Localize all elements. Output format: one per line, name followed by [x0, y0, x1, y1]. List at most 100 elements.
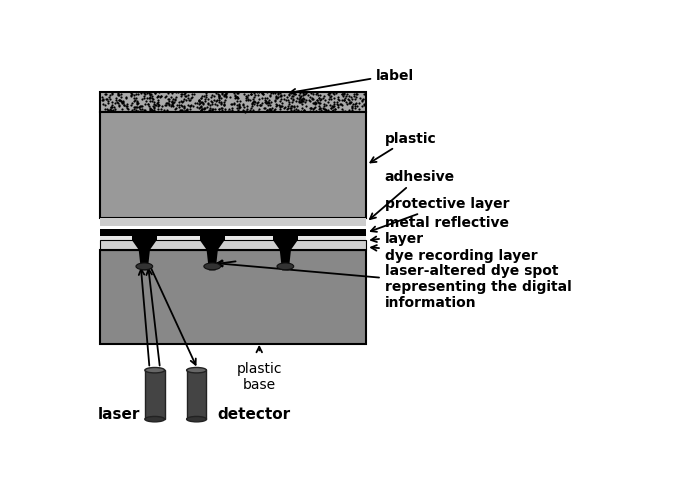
Point	[319, 106, 330, 114]
Point	[135, 103, 146, 111]
Point	[129, 98, 140, 106]
Point	[119, 102, 129, 110]
Point	[270, 94, 281, 102]
Point	[239, 91, 249, 99]
Point	[198, 106, 209, 114]
Point	[158, 107, 169, 115]
Point	[337, 102, 348, 110]
Point	[340, 93, 351, 101]
Point	[343, 107, 354, 115]
Point	[286, 103, 297, 111]
Point	[249, 101, 259, 108]
Point	[216, 100, 226, 107]
Point	[278, 105, 289, 113]
Point	[272, 102, 282, 109]
Point	[120, 103, 131, 111]
Point	[245, 91, 256, 99]
Point	[109, 104, 119, 112]
Point	[321, 107, 332, 115]
Point	[195, 107, 206, 115]
Point	[162, 90, 173, 98]
Point	[306, 90, 317, 98]
Point	[150, 90, 160, 98]
Point	[262, 89, 273, 97]
Point	[264, 93, 275, 101]
Point	[241, 108, 251, 116]
Point	[347, 96, 358, 104]
Point	[140, 101, 150, 109]
Point	[106, 108, 117, 116]
Ellipse shape	[145, 368, 164, 373]
Point	[278, 92, 289, 100]
Text: label: label	[290, 68, 414, 95]
Point	[224, 94, 235, 102]
Point	[251, 89, 262, 97]
Bar	[100, 92, 367, 113]
Point	[120, 93, 131, 101]
Point	[187, 102, 198, 110]
Point	[215, 105, 226, 113]
Point	[310, 101, 321, 109]
Point	[231, 98, 242, 105]
Point	[204, 102, 215, 109]
Point	[332, 94, 343, 102]
Point	[214, 93, 224, 101]
Point	[117, 106, 127, 114]
Point	[142, 90, 152, 98]
Point	[230, 93, 241, 101]
Point	[113, 89, 123, 97]
Bar	[100, 241, 367, 250]
Point	[207, 107, 218, 115]
Point	[329, 99, 340, 107]
Point	[254, 102, 265, 109]
Point	[307, 91, 318, 99]
Point	[114, 97, 125, 104]
Point	[146, 106, 157, 114]
Bar	[145, 370, 164, 419]
Point	[220, 90, 231, 98]
Point	[148, 108, 158, 116]
Ellipse shape	[136, 264, 153, 270]
Point	[307, 96, 318, 104]
Point	[105, 107, 116, 115]
Point	[328, 90, 338, 98]
Point	[204, 106, 215, 114]
Point	[168, 99, 179, 107]
Point	[244, 97, 255, 105]
Point	[246, 100, 257, 108]
Point	[103, 107, 114, 115]
Point	[259, 97, 270, 105]
Point	[339, 107, 350, 115]
Point	[118, 100, 129, 107]
Point	[189, 100, 200, 107]
Ellipse shape	[145, 417, 164, 422]
Bar	[100, 241, 367, 250]
Point	[281, 97, 292, 104]
Point	[106, 90, 117, 98]
Point	[273, 91, 284, 99]
Point	[330, 105, 340, 113]
Point	[114, 97, 125, 105]
Point	[233, 107, 243, 115]
Point	[144, 103, 154, 111]
Point	[324, 90, 335, 98]
Point	[356, 102, 367, 110]
Point	[257, 90, 268, 98]
Point	[246, 90, 257, 98]
Point	[326, 93, 336, 101]
Point	[275, 98, 286, 105]
Point	[129, 103, 140, 111]
Point	[237, 101, 248, 108]
Point	[349, 104, 360, 112]
Point	[185, 95, 196, 103]
Point	[283, 105, 294, 113]
Point	[338, 97, 349, 105]
Point	[162, 96, 173, 104]
Point	[231, 94, 241, 102]
Ellipse shape	[187, 417, 206, 422]
Point	[131, 107, 142, 115]
Point	[339, 95, 350, 103]
Point	[257, 91, 268, 99]
Point	[97, 94, 108, 102]
Point	[277, 100, 288, 107]
